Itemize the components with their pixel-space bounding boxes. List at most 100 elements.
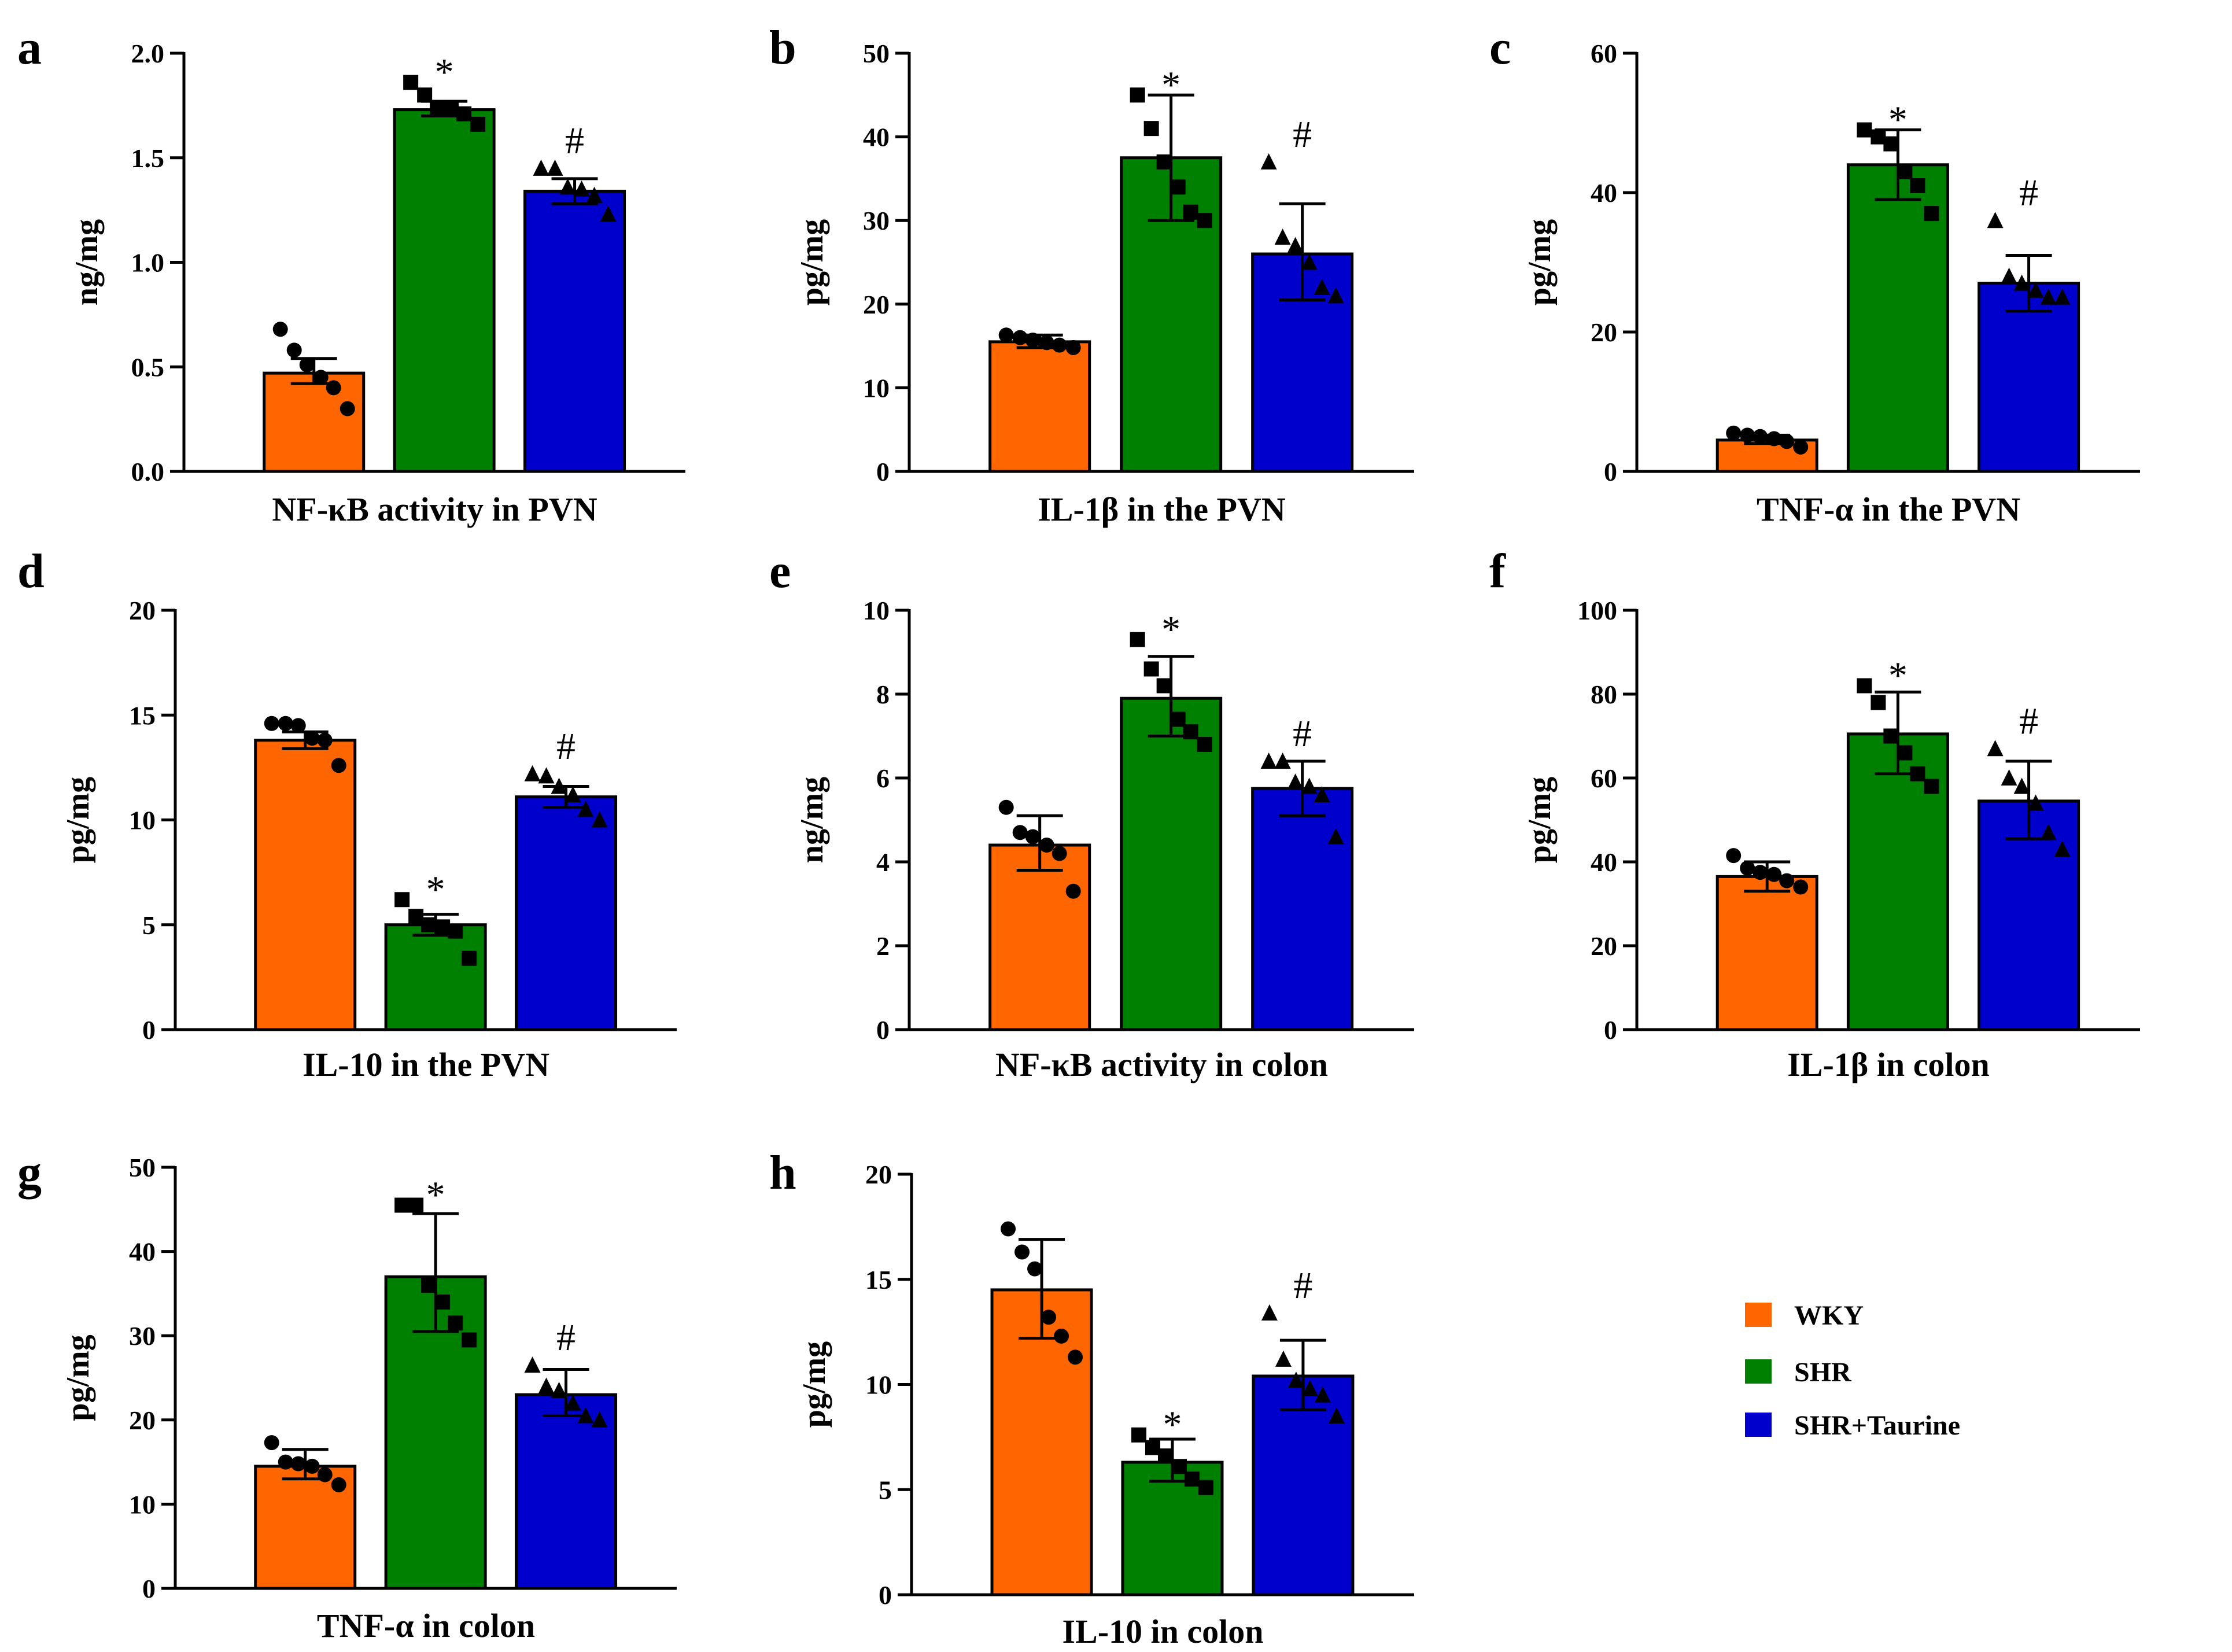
data-point bbox=[586, 186, 603, 203]
data-point bbox=[1184, 1472, 1200, 1487]
bar-wky bbox=[254, 739, 357, 1031]
legend-swatch-shr-taurine bbox=[1745, 1413, 1772, 1437]
data-point bbox=[1157, 1448, 1173, 1464]
legend-swatch-wky bbox=[1745, 1303, 1772, 1327]
bar-wky bbox=[988, 340, 1091, 473]
significance-marker: # bbox=[1293, 1264, 1312, 1307]
data-point bbox=[1883, 136, 1899, 152]
chart-panel-e: e 0 2 4 6 8 10 ng/mg NF-κB activity in colon * # bbox=[769, 544, 1414, 1083]
y-axis-label: pg/mg bbox=[796, 1341, 832, 1428]
data-point bbox=[1065, 340, 1081, 355]
data-point bbox=[565, 786, 581, 802]
data-point bbox=[1897, 745, 1913, 761]
data-point bbox=[547, 159, 563, 176]
data-point bbox=[264, 716, 279, 731]
data-point bbox=[1314, 278, 1330, 295]
data-point bbox=[317, 1467, 333, 1483]
data-point bbox=[1012, 825, 1028, 840]
y-axis-label: pg/mg bbox=[794, 219, 830, 305]
bar-shr-taurine bbox=[515, 795, 618, 1031]
y-tick-label: 0 bbox=[876, 457, 890, 486]
data-point bbox=[1883, 728, 1899, 744]
y-tick-label: 30 bbox=[129, 1321, 156, 1351]
y-axis-label: pg/mg bbox=[60, 777, 96, 863]
data-point bbox=[317, 732, 333, 748]
x-axis-label: TNF-α in colon bbox=[317, 1607, 535, 1644]
bar-wky bbox=[988, 843, 1091, 1031]
data-point bbox=[331, 1477, 346, 1492]
data-point bbox=[2027, 281, 2044, 298]
data-point bbox=[1260, 153, 1277, 169]
data-point bbox=[1261, 1304, 1278, 1321]
legend-label-shr-taurine: SHR+Taurine bbox=[1794, 1410, 1960, 1441]
data-point bbox=[998, 327, 1014, 343]
data-point bbox=[1287, 773, 1304, 790]
y-tick-label: 8 bbox=[876, 680, 890, 709]
data-point bbox=[1327, 287, 1344, 304]
data-point bbox=[1301, 1380, 1318, 1396]
y-tick-label: 10 bbox=[865, 1370, 892, 1400]
chart-panel-d: d 0 5 10 15 20 pg/mg IL-10 in the PVN * # bbox=[17, 544, 677, 1083]
panel-letter-g: g bbox=[17, 1146, 42, 1200]
data-point bbox=[1274, 228, 1291, 245]
data-point bbox=[313, 370, 329, 385]
y-tick-label: 0 bbox=[1604, 457, 1617, 486]
data-point bbox=[403, 75, 419, 90]
legend-label-wky: WKY bbox=[1794, 1300, 1864, 1331]
data-point bbox=[1198, 1480, 1213, 1495]
data-point bbox=[591, 1411, 608, 1428]
data-point bbox=[559, 178, 576, 195]
data-point bbox=[1314, 1386, 1331, 1403]
significance-marker: * bbox=[426, 1174, 445, 1216]
significance-marker: # bbox=[1293, 713, 1312, 755]
data-point bbox=[1039, 838, 1054, 853]
data-point bbox=[448, 923, 463, 939]
y-tick-label: 40 bbox=[1591, 847, 1617, 877]
data-point bbox=[2001, 267, 2017, 284]
data-point bbox=[1328, 1407, 1345, 1424]
data-point bbox=[1065, 883, 1081, 899]
data-point bbox=[326, 380, 341, 396]
significance-marker: * bbox=[1888, 99, 1908, 141]
data-point bbox=[1170, 711, 1186, 727]
data-point bbox=[1145, 1440, 1160, 1455]
y-tick-label: 20 bbox=[129, 1406, 156, 1435]
data-point bbox=[435, 1294, 451, 1310]
data-point bbox=[1987, 212, 2004, 228]
significance-marker: * bbox=[435, 51, 454, 94]
bar-shr bbox=[384, 923, 487, 1031]
y-tick-label: 60 bbox=[1591, 764, 1617, 793]
y-tick-label: 60 bbox=[1591, 39, 1617, 68]
data-point bbox=[1156, 154, 1172, 169]
significance-marker: * bbox=[1163, 1404, 1182, 1446]
data-point bbox=[1171, 1459, 1187, 1474]
x-axis-label: IL-1β in colon bbox=[1787, 1046, 1990, 1083]
y-tick-label: 10 bbox=[863, 373, 890, 403]
data-point bbox=[1740, 427, 1755, 443]
data-point bbox=[1924, 779, 1939, 794]
data-point bbox=[2001, 769, 2017, 786]
data-point bbox=[299, 357, 315, 373]
y-tick-label: 0 bbox=[1604, 1015, 1617, 1045]
data-point bbox=[421, 1277, 437, 1293]
significance-marker: # bbox=[556, 1317, 575, 1359]
x-axis-label: IL-10 in the PVN bbox=[302, 1046, 549, 1083]
data-point bbox=[1766, 866, 1782, 882]
data-point bbox=[470, 116, 486, 132]
data-point bbox=[1039, 335, 1054, 351]
data-point bbox=[2054, 840, 2071, 857]
y-tick-label: 20 bbox=[865, 1160, 892, 1189]
bar-wky bbox=[263, 371, 366, 473]
data-point bbox=[1027, 1261, 1043, 1277]
data-point bbox=[998, 799, 1014, 815]
data-point bbox=[290, 718, 306, 733]
data-point bbox=[573, 180, 590, 197]
data-point bbox=[448, 1315, 463, 1331]
data-point bbox=[264, 1435, 279, 1451]
data-point bbox=[565, 1394, 581, 1411]
bar-shr-taurine bbox=[1978, 282, 2080, 473]
y-axis-label: pg/mg bbox=[1522, 777, 1558, 863]
data-point bbox=[2013, 274, 2030, 291]
panel-letter-h: h bbox=[769, 1146, 796, 1200]
data-point bbox=[1170, 179, 1186, 195]
